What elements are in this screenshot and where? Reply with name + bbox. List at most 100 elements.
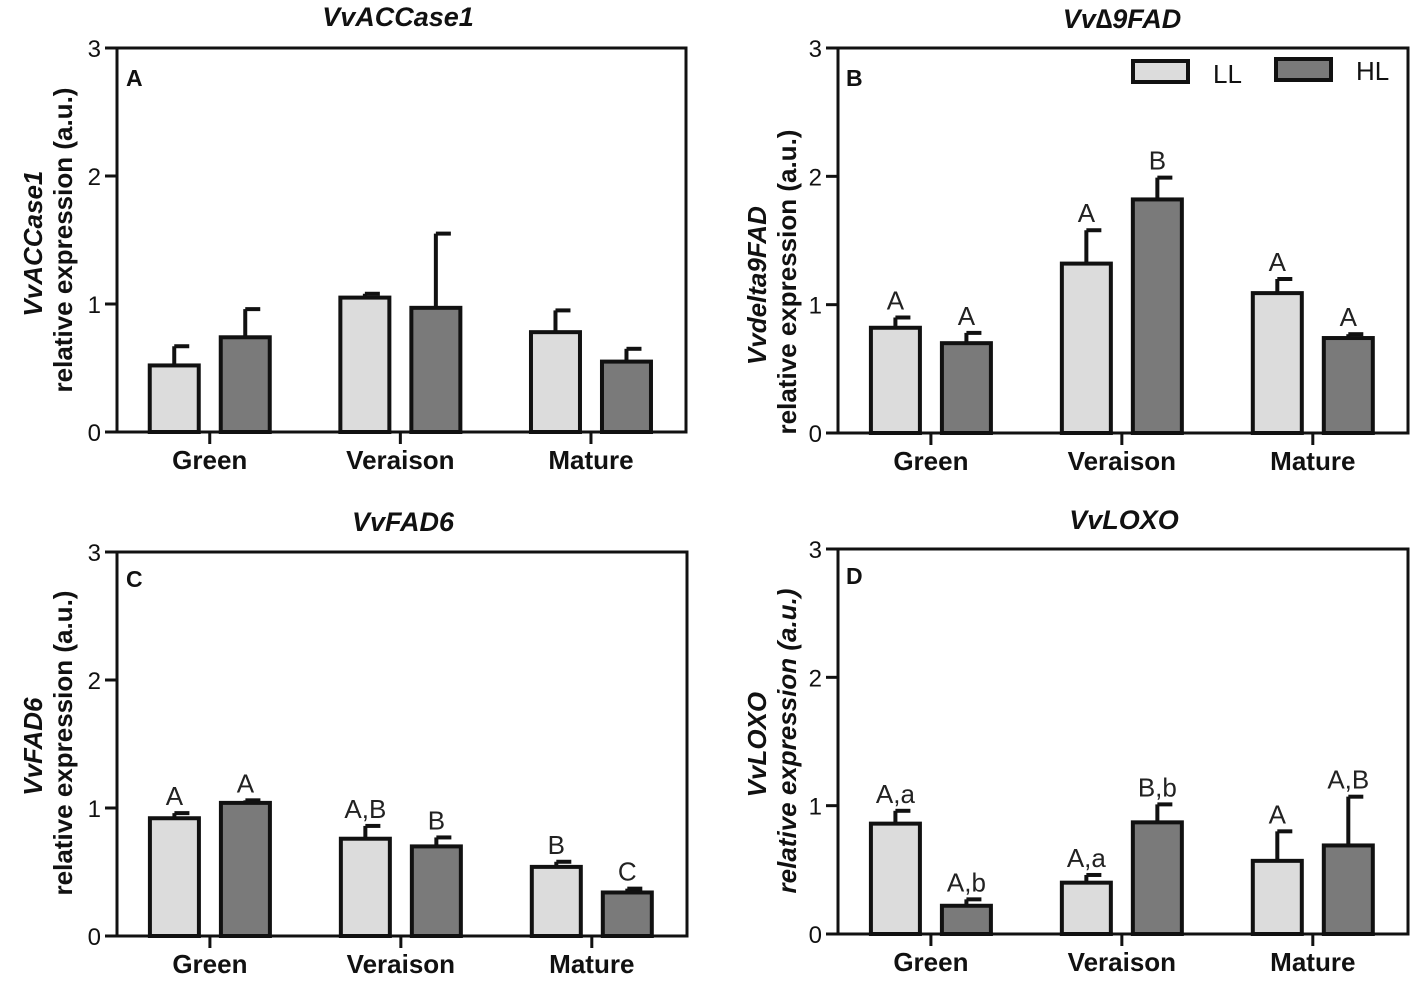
significance-label: A [1269, 799, 1287, 829]
bar-ll [338, 295, 392, 434]
y-tick-label: 0 [88, 924, 101, 951]
panel-d: VvLOXO VvLOXO relative expression (a.u.)… [742, 505, 1410, 977]
bar-hl [1130, 820, 1184, 936]
y-tick-label: 0 [88, 420, 101, 447]
legend-label-ll: LL [1213, 59, 1242, 89]
chart-marks: A A,B B A B C [147, 768, 654, 939]
bar-ll [529, 864, 583, 939]
bar-hl [409, 844, 463, 939]
bar-ll [868, 325, 922, 435]
panel-title: Vv∆9FAD [1063, 4, 1182, 34]
bar-hl [1321, 843, 1375, 937]
legend-label-hl: HL [1356, 56, 1389, 86]
significance-label: C [618, 857, 637, 887]
chart-marks: A A A A B A [868, 146, 1375, 435]
y-axis-gene-label: VvLOXO [742, 692, 772, 797]
x-tick-label: Green [172, 445, 247, 475]
x-tick-label: Green [172, 949, 247, 979]
chart-marks [147, 231, 653, 435]
legend: LL HL [1131, 56, 1389, 89]
significance-label: B [548, 830, 565, 860]
significance-label: A [887, 286, 905, 316]
significance-label: B,b [1138, 772, 1177, 802]
y-axis-gene-label: VvACCase1 [18, 171, 48, 317]
panel-title: VvLOXO [1069, 505, 1179, 535]
bar-hl [409, 305, 463, 434]
bar-hl [218, 800, 272, 938]
significance-label: A [1340, 302, 1358, 332]
y-axis-label: VvLOXO relative expression (a.u.) [742, 589, 802, 894]
y-axis-label: Vvdelta9FAD relative expression (a.u.) [742, 130, 802, 435]
axes: 0 1 2 3 Green Veraison Mature [809, 36, 1356, 476]
significance-label: A [1078, 198, 1096, 228]
bar-ll [1250, 291, 1304, 435]
significance-label: A,B [344, 794, 386, 824]
y-tick-label: 2 [809, 164, 822, 191]
y-axis-label: VvFAD6 relative expression (a.u.) [18, 591, 78, 896]
y-tick-label: 3 [809, 537, 822, 564]
x-tick-label: Veraison [346, 445, 454, 475]
panel-b: Vv∆9FAD Vvdelta9FAD relative expression … [742, 4, 1410, 476]
legend-swatch-hl [1274, 57, 1333, 82]
significance-label: A,B [1327, 765, 1369, 795]
y-tick-label: 0 [809, 421, 822, 448]
significance-label: B [428, 805, 445, 835]
x-tick-label: Mature [549, 949, 634, 979]
x-tick-label: Mature [548, 445, 633, 475]
panel-letter: C [126, 566, 143, 592]
panel-letter: B [846, 65, 863, 91]
bar-ll [338, 836, 392, 938]
y-tick-label: 1 [88, 292, 101, 319]
bar-ll [1059, 880, 1113, 937]
significance-label: A [237, 768, 255, 798]
bar-hl [600, 890, 654, 938]
axes: 0 1 2 3 Green Veraison Mature [809, 537, 1356, 977]
x-tick-label: Mature [1270, 446, 1355, 476]
x-tick-label: Green [893, 947, 968, 977]
significance-label: B [1149, 146, 1166, 176]
bar-hl [1321, 336, 1375, 435]
panel-letter: D [846, 563, 863, 589]
bar-hl [939, 903, 993, 936]
x-tick-label: Mature [1270, 947, 1355, 977]
bar-hl [1130, 197, 1184, 435]
significance-label: A,a [876, 779, 916, 809]
chart-marks: A,a A,a A A,b B,b A,B [868, 765, 1375, 937]
y-axis-unit-label: relative expression (a.u.) [48, 591, 78, 896]
bar-ll [868, 821, 922, 937]
y-tick-label: 0 [809, 922, 822, 949]
y-axis-label: VvACCase1 relative expression (a.u.) [18, 88, 78, 393]
significance-label: A,a [1067, 843, 1107, 873]
significance-label: A [1269, 247, 1287, 277]
y-axis-unit-label: relative expression (a.u.) [772, 130, 802, 435]
significance-label: A [166, 781, 184, 811]
bar-hl [939, 341, 993, 435]
y-tick-label: 2 [88, 668, 101, 695]
bar-hl [218, 335, 272, 434]
y-tick-label: 2 [809, 665, 822, 692]
significance-label: A [958, 301, 976, 331]
y-axis-unit-label: relative expression (a.u.) [772, 589, 802, 894]
x-tick-label: Veraison [1068, 947, 1176, 977]
y-tick-label: 3 [88, 36, 101, 63]
panel-title: VvFAD6 [352, 507, 455, 537]
y-tick-label: 3 [88, 540, 101, 567]
significance-label: A,b [947, 867, 986, 897]
x-tick-label: Green [893, 446, 968, 476]
y-axis-gene-label: VvFAD6 [18, 697, 48, 796]
bar-ll [528, 330, 582, 434]
y-tick-label: 1 [809, 794, 822, 821]
bar-ll [1059, 261, 1113, 435]
bar-ll [1250, 858, 1304, 936]
panel-a: VvACCase1 VvACCase1 relative expression … [18, 2, 688, 475]
x-tick-label: Veraison [347, 949, 455, 979]
panel-title: VvACCase1 [322, 2, 474, 32]
y-tick-label: 2 [88, 164, 101, 191]
x-tick-label: Veraison [1068, 446, 1176, 476]
y-tick-label: 1 [809, 293, 822, 320]
axes: 0 1 2 3 Green Veraison Mature [88, 36, 634, 475]
y-tick-label: 3 [809, 36, 822, 63]
plot-frame [115, 550, 689, 938]
axes: 0 1 2 3 Green Veraison Mature [88, 540, 635, 979]
